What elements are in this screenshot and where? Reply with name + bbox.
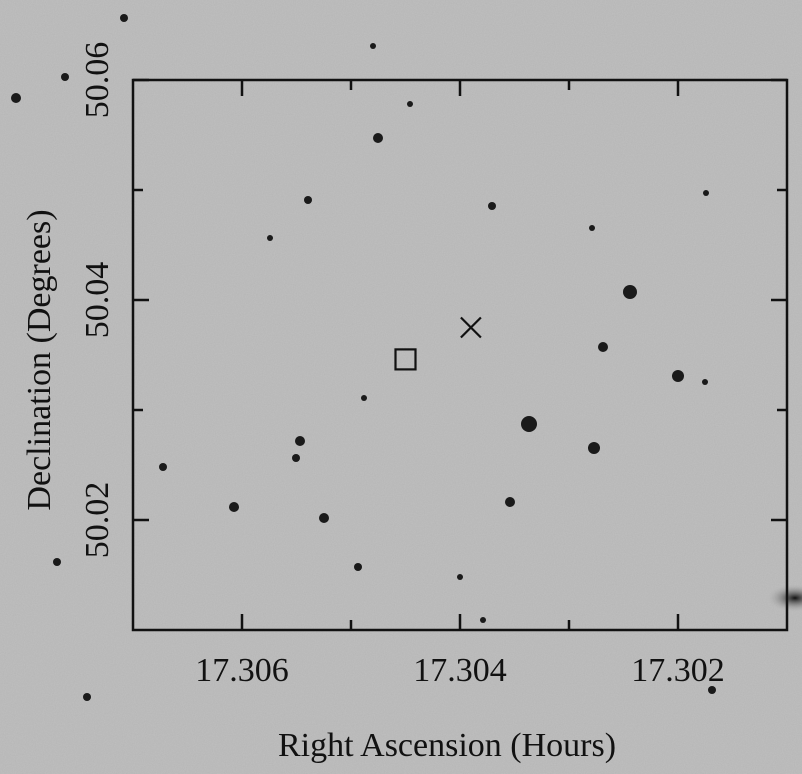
y-tick-label: 50.04 [79, 262, 116, 339]
y-tick-label: 50.06 [79, 42, 116, 119]
x-tick-label: 17.306 [195, 652, 289, 689]
y-axis-label: Declination (Degrees) [21, 209, 58, 510]
x-tick-label: 17.302 [631, 652, 725, 689]
stars [11, 14, 802, 701]
x-axis-label: Right Ascension (Hours) [278, 727, 616, 764]
x-tick-label: 17.304 [413, 652, 507, 689]
y-tick-label: 50.02 [79, 482, 116, 559]
square-marker [394, 348, 417, 371]
cross-marker [460, 316, 482, 339]
